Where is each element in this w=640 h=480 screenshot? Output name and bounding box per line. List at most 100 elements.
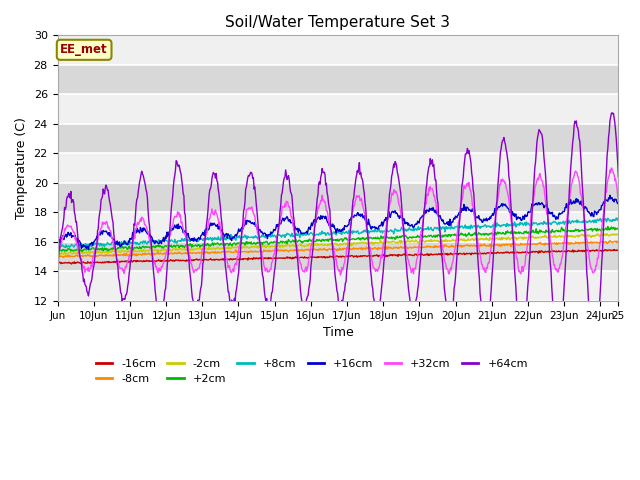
-2cm [538,234,545,240]
Line: -8cm: -8cm [58,240,618,257]
+8cm [380,228,388,234]
Line: -16cm: -16cm [58,250,618,264]
+2cm [538,228,545,234]
+2cm [54,248,61,253]
Text: EE_met: EE_met [60,43,108,56]
Y-axis label: Temperature (C): Temperature (C) [15,117,28,219]
+32cm [480,267,488,273]
+16cm [480,216,488,222]
-2cm [380,240,388,246]
+64cm [479,316,487,322]
Bar [58,183,618,212]
Line: +2cm: +2cm [58,227,618,252]
Bar [58,36,618,65]
+64cm [614,174,622,180]
+64cm [591,350,598,356]
+32cm [614,198,622,204]
-8cm [412,244,419,250]
+8cm [56,246,63,252]
-2cm [395,240,403,245]
-8cm [380,245,388,251]
+32cm [607,165,615,171]
+2cm [412,235,419,240]
-8cm [614,240,622,245]
+32cm [54,254,61,260]
-8cm [480,242,488,248]
-16cm [380,252,388,257]
+2cm [480,231,488,237]
-8cm [54,253,61,259]
-16cm [89,260,97,266]
-2cm [56,252,64,258]
-8cm [538,241,545,247]
Bar [58,124,618,153]
+2cm [395,235,403,240]
+64cm [411,304,419,310]
Bar [58,212,618,242]
Bar [58,65,618,95]
-2cm [604,231,611,237]
+8cm [612,215,620,221]
+2cm [604,224,612,229]
Line: +8cm: +8cm [58,218,618,249]
+16cm [538,201,545,207]
-16cm [538,248,545,253]
-16cm [614,248,622,253]
X-axis label: Time: Time [323,326,353,339]
-16cm [68,261,76,267]
+8cm [480,224,488,229]
+8cm [54,245,61,251]
Line: -2cm: -2cm [58,234,618,255]
+32cm [412,266,419,272]
+8cm [538,221,545,227]
Title: Soil/Water Temperature Set 3: Soil/Water Temperature Set 3 [225,15,451,30]
-16cm [412,252,419,257]
-8cm [89,254,97,260]
+2cm [614,227,622,232]
+16cm [606,192,614,198]
-2cm [89,249,97,254]
+32cm [337,272,344,278]
-16cm [480,251,488,257]
-8cm [60,254,67,260]
+64cm [394,172,402,178]
-8cm [395,244,403,250]
-16cm [611,247,618,252]
+64cm [608,110,616,116]
+64cm [88,276,96,282]
+8cm [412,227,419,232]
Line: +16cm: +16cm [58,195,618,249]
-2cm [54,251,61,256]
+2cm [380,235,388,241]
+8cm [89,240,97,246]
Bar [58,153,618,183]
Bar [58,95,618,124]
+8cm [395,228,403,233]
Bar [58,242,618,271]
+32cm [380,240,388,246]
+64cm [536,129,544,135]
+16cm [395,214,403,219]
+16cm [412,222,419,228]
+64cm [380,268,387,274]
+16cm [84,246,92,252]
-2cm [480,237,488,242]
+8cm [614,218,622,224]
+32cm [395,202,403,207]
Line: +64cm: +64cm [58,113,618,353]
-2cm [412,237,419,243]
Line: +32cm: +32cm [58,168,618,275]
-16cm [395,252,403,257]
+64cm [54,261,61,266]
+16cm [54,240,61,246]
+2cm [78,249,86,254]
+32cm [88,264,96,270]
-2cm [614,232,622,238]
+16cm [380,219,388,225]
+2cm [89,245,97,251]
-16cm [54,260,61,265]
+16cm [89,243,97,249]
-8cm [606,238,614,243]
Bar [58,271,618,301]
+16cm [614,200,622,206]
